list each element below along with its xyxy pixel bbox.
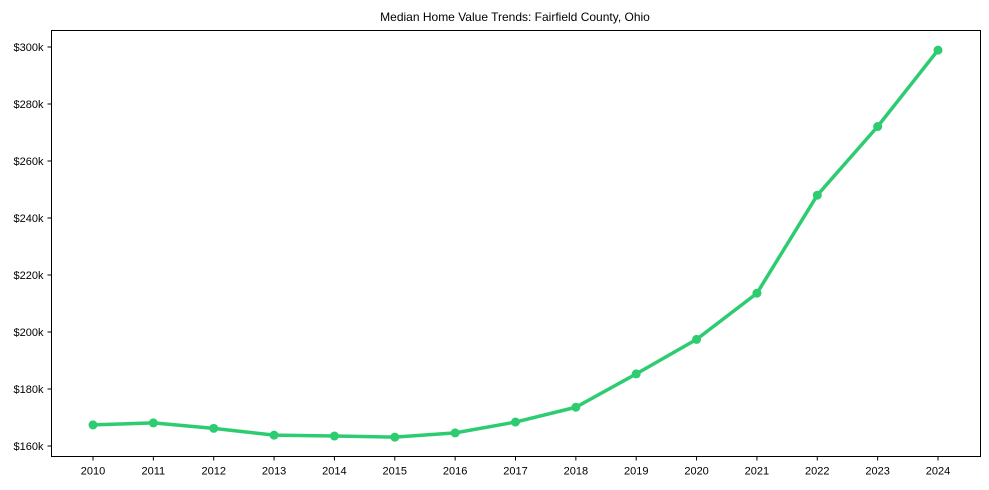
x-axis: 2010 2011 2012 2013 2014 2015 2016 2017 2018 2019…	[81, 456, 950, 478]
x-tick-label: 2012	[201, 466, 225, 478]
data-point-marker	[752, 288, 762, 298]
data-point-marker	[511, 417, 520, 427]
y-tick-label: $260k	[14, 156, 44, 168]
x-tick-label: 2013	[262, 466, 286, 478]
data-point-marker	[631, 369, 641, 379]
x-tick-label: 2017	[503, 466, 527, 478]
data-point-marker	[933, 45, 943, 55]
x-tick-label: 2020	[684, 466, 708, 478]
y-tick-label: $160k	[14, 441, 44, 453]
y-tick-label: $200k	[14, 327, 44, 339]
plot-area	[88, 45, 943, 442]
y-tick-label: $280k	[14, 99, 44, 111]
x-tick-label: 2016	[443, 466, 467, 478]
data-point-marker	[390, 432, 400, 442]
series-line	[91, 48, 940, 439]
x-tick-label: 2019	[624, 466, 648, 478]
data-point-marker	[329, 431, 339, 441]
data-point-marker	[692, 334, 702, 344]
data-point-marker	[571, 402, 581, 412]
x-tick-label: 2011	[142, 466, 166, 478]
data-point-marker	[269, 430, 279, 440]
x-tick-label: 2021	[745, 466, 769, 478]
y-tick-label: $180k	[14, 384, 44, 396]
x-tick-label: 2024	[926, 466, 950, 478]
x-tick-label: 2014	[322, 466, 346, 478]
y-tick-label: $240k	[14, 213, 44, 225]
data-point-marker	[812, 190, 822, 200]
y-axis: $160k $180k $200k $220k $240k $260k $280k $300k	[14, 42, 52, 453]
x-tick-label: 2023	[865, 466, 889, 478]
data-point-marker	[450, 428, 460, 438]
x-tick-label: 2010	[81, 466, 105, 478]
y-tick-label: $300k	[14, 42, 44, 54]
x-tick-label: 2015	[383, 466, 407, 478]
data-point-marker	[88, 420, 98, 430]
data-point-marker	[148, 418, 158, 428]
axes-frame	[51, 30, 981, 457]
x-tick-label: 2018	[564, 466, 588, 478]
data-point-marker	[209, 423, 219, 433]
data-point-marker	[873, 122, 883, 132]
y-tick-label: $220k	[14, 270, 44, 282]
x-tick-label: 2022	[805, 466, 829, 478]
chart-title: Median Home Value Trends: Fairfield Coun…	[380, 10, 650, 24]
